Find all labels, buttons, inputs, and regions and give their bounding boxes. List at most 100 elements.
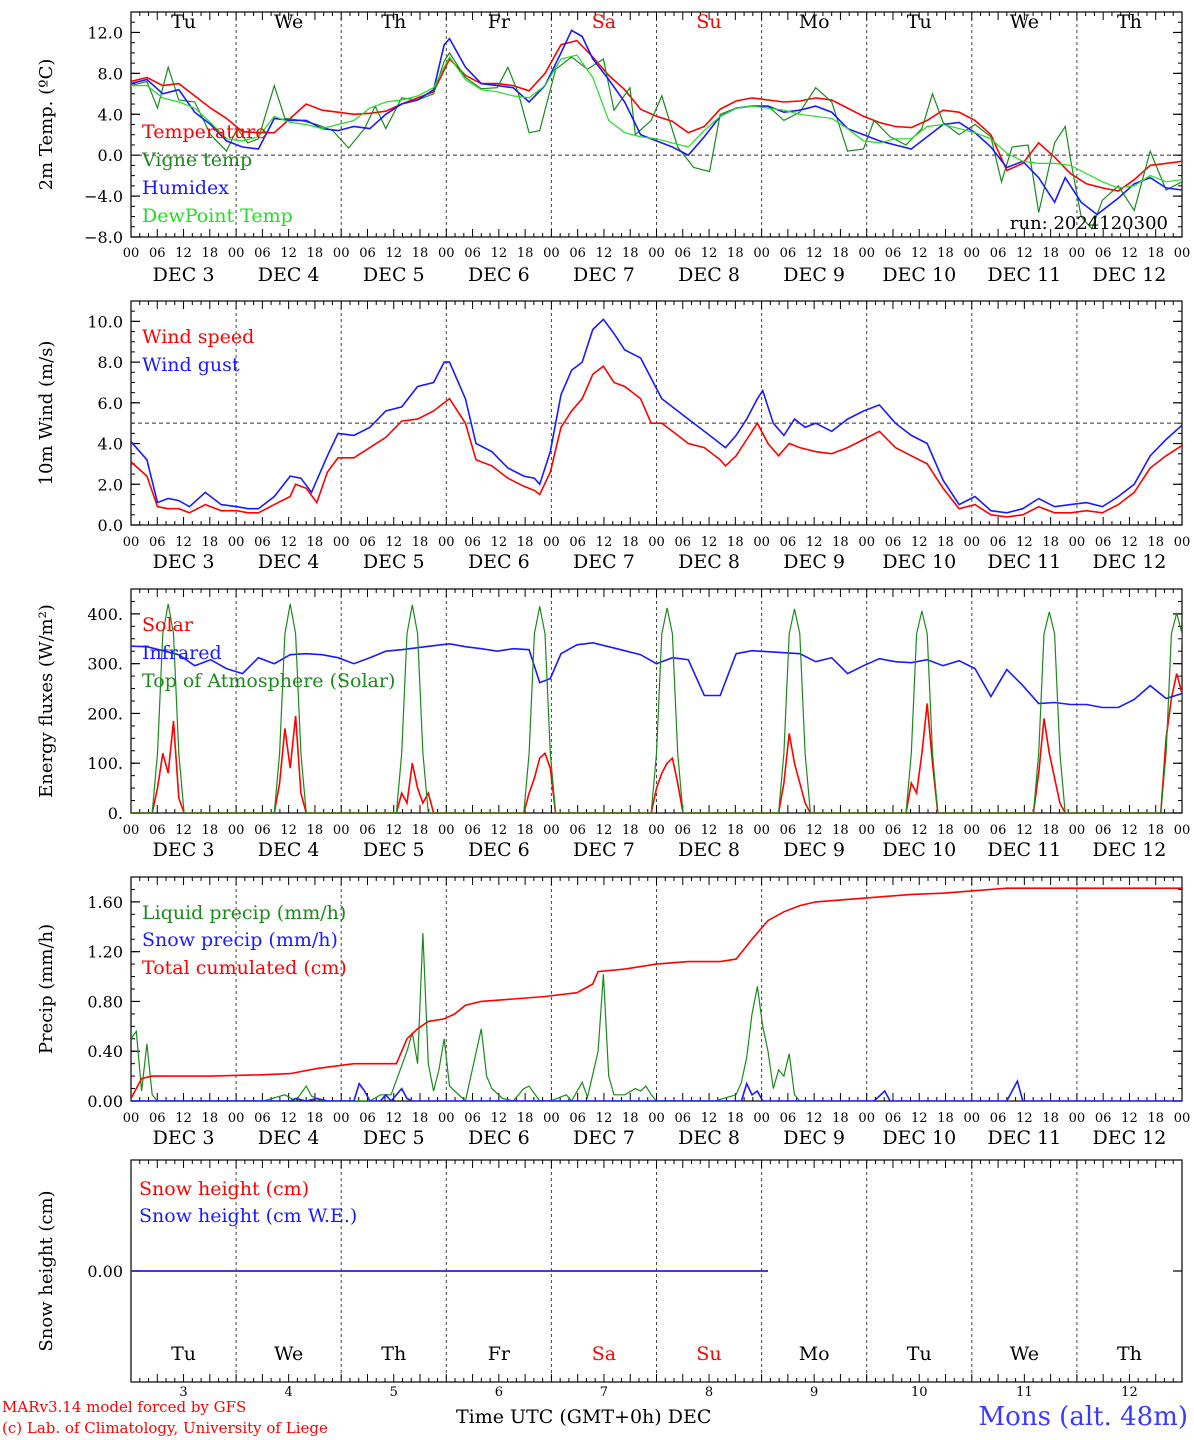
- hour-tick-label: 00: [543, 1111, 560, 1126]
- hour-tick-label: 00: [648, 246, 665, 261]
- hour-tick-label: 06: [885, 535, 902, 550]
- y-tick-label: 1.60: [87, 893, 123, 912]
- y-tick-label: −4.0: [84, 187, 123, 206]
- y-tick-label: 8.0: [98, 64, 123, 83]
- hour-tick-label: 06: [149, 535, 166, 550]
- x-axis-label: Time UTC (GMT+0h) DEC: [456, 1406, 712, 1428]
- y-axis-label: Energy fluxes (W/m²): [36, 604, 57, 798]
- hour-tick-label: 18: [832, 1111, 849, 1126]
- hour-tick-label: 06: [464, 823, 481, 838]
- hour-tick-label: 12: [596, 823, 613, 838]
- y-tick-label: 0.00: [87, 1092, 123, 1111]
- model-credit: MARv3.14 model forced by GFS: [2, 1398, 247, 1416]
- date-label: DEC 12: [1093, 1127, 1167, 1149]
- date-label: DEC 8: [678, 264, 740, 286]
- date-label: DEC 11: [987, 551, 1061, 573]
- y-axis-label: 2m Temp. (ºC): [36, 59, 57, 191]
- day-number-label: 10: [911, 1385, 928, 1400]
- hour-tick-label: 18: [202, 246, 219, 261]
- legend-label: Solar: [142, 614, 194, 636]
- hour-tick-label: 12: [806, 246, 823, 261]
- hour-tick-label: 12: [491, 823, 508, 838]
- hour-tick-label: 00: [438, 535, 455, 550]
- hour-tick-label: 06: [359, 535, 376, 550]
- date-label: DEC 4: [258, 1127, 320, 1149]
- day-number-label: 12: [1121, 1385, 1138, 1400]
- hour-tick-label: 00: [543, 246, 560, 261]
- hour-tick-label: 12: [911, 823, 928, 838]
- hour-tick-label: 00: [1174, 246, 1191, 261]
- hour-tick-label: 06: [359, 246, 376, 261]
- date-label: DEC 9: [783, 551, 845, 573]
- date-label: DEC 4: [258, 839, 320, 861]
- date-label: DEC 10: [882, 1127, 956, 1149]
- weekday-label: Tu: [907, 11, 932, 33]
- legend-label: Snow height (cm W.E.): [139, 1205, 357, 1227]
- hour-tick-label: 12: [385, 535, 402, 550]
- hour-tick-label: 18: [307, 823, 324, 838]
- hour-tick-label: 00: [228, 535, 245, 550]
- hour-tick-label: 06: [990, 1111, 1007, 1126]
- weekday-label: Th: [1117, 1343, 1142, 1365]
- hour-tick-label: 18: [1147, 823, 1164, 838]
- hour-tick-label: 12: [596, 246, 613, 261]
- y-tick-label: 4.0: [98, 435, 123, 454]
- legend-label: Liquid precip (mm/h): [142, 902, 346, 924]
- hour-tick-label: 00: [964, 246, 981, 261]
- date-label: DEC 11: [987, 264, 1061, 286]
- date-label: DEC 12: [1093, 264, 1167, 286]
- hour-tick-label: 12: [1016, 823, 1033, 838]
- hour-tick-label: 00: [123, 246, 140, 261]
- hour-tick-label: 00: [333, 535, 350, 550]
- legend-label: Humidex: [142, 177, 229, 199]
- date-label: DEC 9: [783, 264, 845, 286]
- hour-tick-label: 18: [412, 823, 429, 838]
- weekday-label: Su: [696, 1343, 721, 1365]
- hour-tick-label: 18: [202, 1111, 219, 1126]
- hour-tick-label: 06: [149, 1111, 166, 1126]
- hour-tick-label: 18: [517, 1111, 534, 1126]
- hour-tick-label: 06: [464, 246, 481, 261]
- weekday-label: We: [1010, 11, 1039, 33]
- weekday-label: Mo: [799, 11, 830, 33]
- hour-tick-label: 00: [753, 1111, 770, 1126]
- hour-tick-label: 18: [937, 1111, 954, 1126]
- hour-tick-label: 06: [569, 246, 586, 261]
- date-label: DEC 3: [153, 839, 215, 861]
- hour-tick-label: 18: [937, 246, 954, 261]
- hour-tick-label: 12: [701, 246, 718, 261]
- day-number-label: 7: [600, 1385, 608, 1400]
- hour-tick-label: 06: [254, 246, 271, 261]
- hour-tick-label: 18: [832, 246, 849, 261]
- day-number-label: 5: [390, 1385, 398, 1400]
- hour-tick-label: 18: [622, 246, 639, 261]
- hour-tick-label: 00: [123, 535, 140, 550]
- hour-tick-label: 00: [123, 1111, 140, 1126]
- hour-tick-label: 00: [333, 1111, 350, 1126]
- hour-tick-label: 12: [806, 535, 823, 550]
- hour-tick-label: 00: [228, 1111, 245, 1126]
- series-line-humidex: [131, 29, 1182, 216]
- legend-label: Infrared: [142, 642, 222, 664]
- y-tick-label: 300.: [87, 655, 123, 674]
- hour-tick-label: 00: [648, 1111, 665, 1126]
- hour-tick-label: 06: [990, 535, 1007, 550]
- series-line-dewpoint-temp: [131, 54, 1182, 189]
- weekday-label: We: [274, 11, 303, 33]
- hour-tick-label: 06: [569, 535, 586, 550]
- hour-tick-label: 18: [1042, 246, 1059, 261]
- panel-3: 400. 300. 200. 100. 0. Energy fluxes (W/m²) So…: [36, 588, 1190, 861]
- legend-label: Wind gust: [142, 354, 240, 376]
- hour-tick-label: 00: [1069, 246, 1086, 261]
- hour-tick-label: 12: [175, 535, 192, 550]
- panel-1: 12.0 8.0 4.0 0.0 −4.0 −8.0 2m Temp. (ºC) Temper…: [36, 11, 1190, 286]
- hour-tick-label: 00: [964, 823, 981, 838]
- hour-tick-label: 18: [412, 535, 429, 550]
- y-tick-label: 400.: [87, 605, 123, 624]
- hour-tick-label: 00: [228, 823, 245, 838]
- hour-tick-label: 06: [1095, 246, 1112, 261]
- hour-tick-label: 00: [858, 246, 875, 261]
- y-tick-label: 10.0: [87, 312, 123, 331]
- hour-tick-label: 12: [1016, 246, 1033, 261]
